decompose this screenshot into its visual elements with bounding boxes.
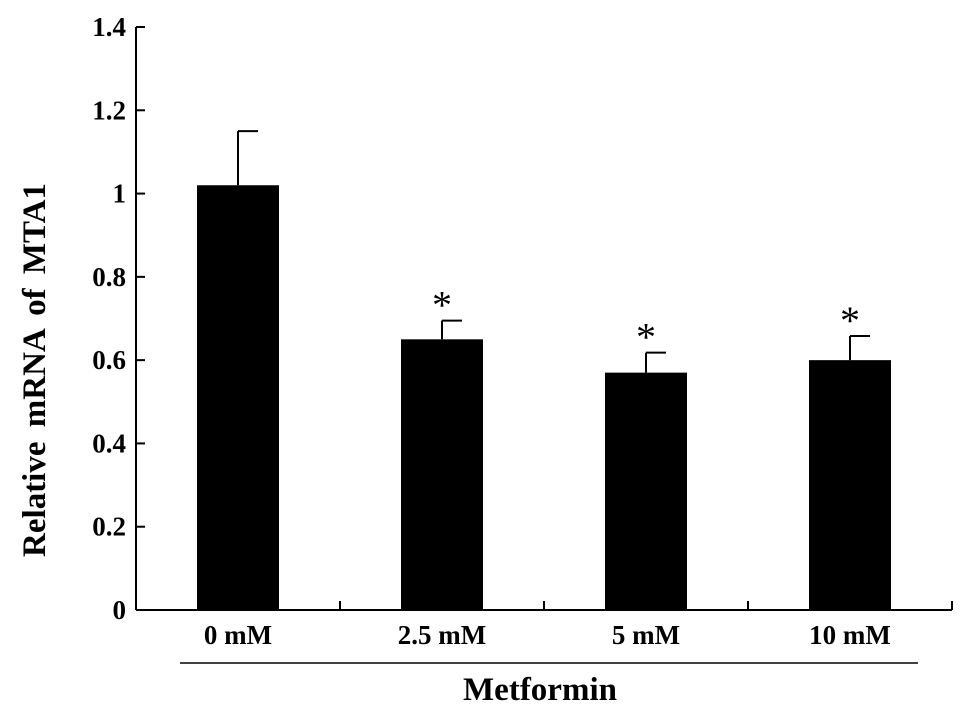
error-bars	[237, 130, 870, 373]
y-tick-label: 0.6	[92, 345, 126, 375]
x-tick-label: 10 mM	[809, 620, 891, 650]
y-tick-label: 0	[113, 595, 127, 625]
bar	[401, 339, 483, 610]
bar	[197, 185, 279, 610]
y-axis	[135, 26, 145, 611]
significance-star: *	[840, 298, 860, 343]
bars	[197, 185, 891, 610]
x-tick-labels: 0 mM 2.5 mM 5 mM 10 mM	[204, 620, 891, 650]
y-tick-label: 0.2	[92, 512, 126, 542]
x-tick-label: 2.5 mM	[398, 620, 486, 650]
significance-markers: * * *	[432, 283, 860, 360]
bar	[809, 360, 891, 610]
y-tick-label: 0.8	[92, 262, 126, 292]
y-tick-label: 0.4	[92, 428, 126, 458]
x-axis-title: Metformin	[463, 672, 617, 708]
significance-star: *	[432, 283, 452, 328]
x-tick-label: 5 mM	[612, 620, 680, 650]
y-tick-labels: 0 0.2 0.4 0.6 0.8 1 1.2 1.4	[92, 12, 126, 625]
bar	[605, 372, 687, 610]
x-tick-label: 0 mM	[204, 620, 272, 650]
y-axis-title: Relative mRNA of MTA1	[17, 183, 53, 557]
significance-star: *	[636, 315, 656, 360]
y-tick-label: 1.2	[92, 95, 126, 125]
y-tick-label: 1	[113, 179, 127, 209]
y-tick-label: 1.4	[92, 12, 126, 42]
